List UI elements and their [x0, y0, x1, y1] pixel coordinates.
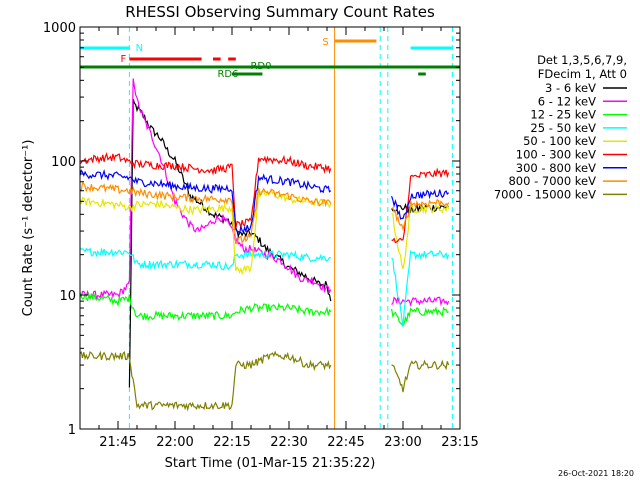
x-tick-label-6: 23:15 [441, 435, 478, 450]
legend-label-7: 800 - 7000 keV [508, 174, 596, 188]
y-tick-label-2: 100 [51, 155, 76, 170]
legend-label-8: 7000 - 15000 keV [494, 187, 596, 201]
x-tick-label-2: 22:15 [213, 435, 250, 450]
legend-header-line-1: Det 1,3,5,6,7,9, [537, 53, 627, 67]
series-7-segment-0 [79, 182, 332, 245]
legend-label-4: 50 - 100 keV [523, 134, 596, 148]
legend-label-5: 100 - 300 keV [516, 148, 596, 162]
flag-label-F: F [121, 54, 127, 65]
series-7-segment-1 [391, 198, 450, 232]
flag-label-S: S [322, 37, 328, 48]
series-3-segment-1 [391, 249, 450, 327]
x-tick-label-0: 21:45 [99, 435, 136, 450]
flag-label-N: N [136, 43, 143, 54]
series-6 [79, 169, 450, 235]
series-5-segment-0 [79, 152, 332, 229]
series-1-segment-1 [391, 296, 450, 307]
x-axis-label: Start Time (01-Mar-15 21:35:22) [165, 456, 376, 471]
x-tick-label-3: 22:30 [270, 435, 307, 450]
legend-label-0: 3 - 6 keV [545, 81, 596, 95]
series-4-segment-1 [391, 203, 450, 269]
x-tick-label-5: 23:00 [384, 435, 421, 450]
series-3-segment-0 [79, 247, 331, 271]
flag-label-RD6: RD6 [217, 69, 238, 80]
flag-label-RD0: RD0 [250, 61, 271, 72]
legend-label-1: 6 - 12 keV [538, 94, 596, 108]
series-2 [79, 292, 449, 328]
series-5-segment-1 [391, 167, 450, 244]
series-8-segment-1 [391, 359, 450, 393]
legend-label-6: 300 - 800 keV [516, 161, 596, 175]
series-2-segment-0 [79, 292, 332, 322]
series-1-segment-0 [79, 78, 332, 302]
y-tick-label-0: 1 [68, 423, 76, 438]
chart-title: RHESSI Observing Summary Count Rates [125, 3, 435, 21]
series-1 [79, 78, 450, 307]
x-tick-label-4: 22:45 [327, 435, 364, 450]
y-tick-label-3: 1000 [43, 21, 76, 36]
plot-area: NF S RD0 RD6 [79, 27, 460, 429]
x-tick-label-1: 22:00 [156, 435, 193, 450]
axes: 1 10 100 1000 21:45 22:00 22:15 22:30 22:45 23:00… [43, 21, 479, 450]
legend-label-3: 25 - 50 keV [530, 121, 596, 135]
series-6-segment-1 [391, 188, 450, 220]
legend-header-line-2: FDecim 1, Att 0 [538, 67, 627, 81]
legend: Det 1,3,5,6,7,9, FDecim 1, Att 0 3 - 6 k… [494, 53, 627, 201]
y-tick-label-1: 10 [59, 289, 76, 304]
series-7 [79, 182, 450, 245]
series-2-segment-1 [391, 306, 449, 328]
series-3 [79, 247, 450, 327]
series-8-segment-0 [79, 350, 332, 412]
y-axis-label: Count Rate (s⁻¹ detector⁻¹) [21, 140, 36, 317]
legend-label-2: 12 - 25 keV [530, 108, 596, 122]
series-0-segment-0 [128, 99, 332, 388]
series-5 [79, 152, 450, 244]
series-8 [79, 350, 450, 412]
series-6-segment-0 [79, 169, 332, 235]
footer-timestamp: 26-Oct-2021 18:20 [558, 469, 634, 478]
